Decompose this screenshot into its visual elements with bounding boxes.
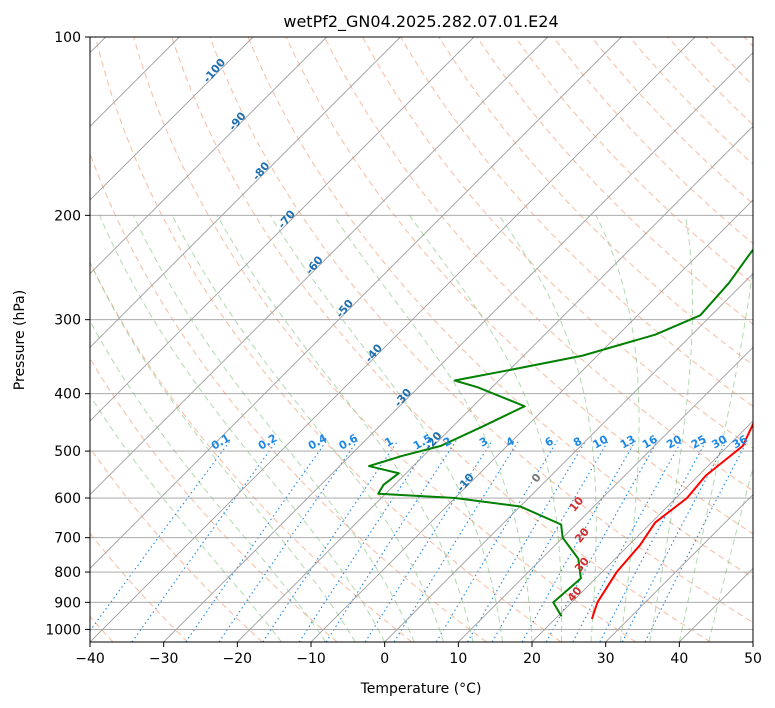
moist-adiabat-line	[269, 215, 504, 642]
mixing-ratio-line	[185, 440, 328, 642]
grid-lines	[90, 37, 753, 642]
mixing-ratio-line	[131, 440, 278, 642]
mixing-ratio-line	[621, 440, 728, 642]
isotherm-gridline	[90, 37, 548, 496]
moist-adiabat-line	[216, 215, 474, 642]
dry-adiabat-line	[90, 446, 263, 642]
isotherm-gridline	[90, 37, 327, 275]
x-tick-label: 50	[744, 651, 762, 667]
mixing-ratio-line	[545, 440, 659, 642]
moist-adiabat-line	[498, 215, 597, 642]
mixing-ratio-line	[393, 440, 520, 642]
dry-adiabat-line	[323, 37, 753, 492]
isotherm-gridline	[163, 52, 753, 642]
background-lines	[90, 37, 753, 642]
chart-title: wetPf2_GN04.2025.282.07.01.E24	[283, 12, 558, 32]
plot-frame	[89, 36, 754, 643]
isotherm-gridline	[237, 125, 753, 642]
series-layer	[368, 248, 753, 620]
dry-adiabat-line	[285, 37, 753, 535]
dry-adiabat-line	[90, 357, 338, 642]
dry-adiabat-line	[247, 37, 753, 579]
moist-adiabat-line	[99, 215, 386, 642]
dry-adiabat-line	[514, 37, 753, 285]
moist-adiabat-line	[133, 215, 415, 642]
moist-adiabat-line	[90, 261, 356, 642]
moist-adiabat-line	[595, 215, 640, 642]
mixing-ratio-line	[435, 440, 558, 642]
dry-adiabat-line	[94, 37, 562, 642]
isotherm-gridline	[90, 37, 475, 422]
moist-adiabat-line	[171, 215, 445, 642]
mixing-ratio-line	[521, 440, 637, 642]
dry-adiabat-line	[209, 37, 753, 624]
x-tick-label: 20	[523, 651, 541, 667]
y-tick-label: 300	[54, 313, 81, 329]
mixing-ratio-line	[644, 440, 748, 642]
x-tick-label: −10	[296, 651, 326, 667]
y-tick-label: 700	[54, 531, 81, 547]
x-tick-label: 30	[597, 651, 615, 667]
x-tick-label: 0	[380, 651, 389, 667]
y-tick-label: 600	[54, 491, 81, 507]
y-tick-label: 200	[54, 208, 81, 224]
moist-adiabat-line	[678, 264, 753, 642]
isotherm-gridline	[90, 37, 254, 201]
isotherm-gridline	[90, 37, 401, 348]
mixing-ratio-line	[572, 440, 683, 642]
x-tick-label: −40	[75, 651, 105, 667]
mixing-ratio-line	[364, 440, 493, 642]
y-tick-label: 900	[54, 595, 81, 611]
isotherm-gridline	[90, 37, 696, 642]
dewpoint-line	[368, 248, 753, 617]
x-tick-label: −30	[149, 651, 179, 667]
mixing-ratio-line	[467, 440, 587, 642]
isotherm-gridline	[605, 494, 753, 642]
x-tick-label: 10	[449, 651, 467, 667]
x-axis-title: Temperature (°C)	[360, 681, 482, 697]
y-tick-label: 100	[54, 30, 81, 46]
y-tick-label: 1000	[45, 622, 81, 638]
mixing-ratio-line	[491, 440, 609, 642]
isotherm-gridline	[90, 37, 622, 569]
isotherm-gridline	[384, 273, 753, 642]
moist-adiabat-line	[409, 215, 563, 642]
mixing-ratio-line	[298, 440, 432, 642]
x-tick-label: 40	[670, 651, 688, 667]
y-axis-title: Pressure (hPa)	[12, 290, 28, 390]
axes: −40 −30 −20 −10 0 10 20 30 40 50 100 200 300 400 500 60…	[45, 30, 762, 667]
isotherm-gridline	[531, 420, 753, 642]
dry-adiabat-line	[171, 37, 711, 642]
y-tick-label: 800	[54, 565, 81, 581]
moist-adiabat-line	[90, 320, 327, 642]
isotherm-gridline	[458, 346, 753, 642]
isotherm-gridline	[310, 199, 753, 642]
x-tick-label: −20	[223, 651, 253, 667]
temperature-line	[590, 421, 753, 620]
mixing-ratio-line	[599, 440, 707, 642]
moist-adiabat-line	[90, 394, 282, 642]
y-tick-label: 400	[54, 387, 81, 403]
y-tick-label: 500	[54, 444, 81, 460]
moist-adiabat-line	[332, 215, 533, 642]
